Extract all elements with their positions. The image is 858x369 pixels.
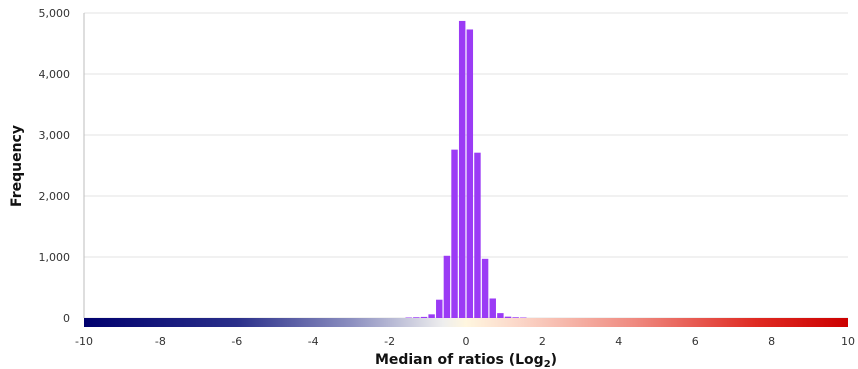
- y-axis-title: Frequency: [9, 125, 25, 207]
- histogram-bar: [458, 20, 466, 319]
- histogram-bar: [405, 317, 412, 319]
- x-tick-label: -8: [155, 335, 166, 348]
- histogram-bar: [436, 299, 443, 318]
- histogram-bar: [489, 298, 496, 318]
- x-tick-label: -4: [308, 335, 319, 348]
- histogram-bar: [420, 316, 428, 318]
- x-tick-label: 8: [768, 335, 775, 348]
- x-tick-label: 0: [463, 335, 470, 348]
- histogram-bar: [413, 317, 420, 319]
- grid-lines: [84, 12, 848, 319]
- x-axis-title: Median of ratios (Log2): [375, 352, 557, 369]
- histogram-bar: [474, 152, 481, 318]
- bars: [405, 20, 527, 319]
- histogram-bar: [520, 317, 527, 319]
- x-axis: -10 -8 -6 -4 -2 0 2 4 6 8 10: [75, 335, 855, 348]
- histogram-bar: [428, 314, 435, 318]
- x-tick-label: -2: [384, 335, 395, 348]
- x-tick-label: -6: [231, 335, 242, 348]
- y-axis: 0 1,000 2,000 3,000 4,000 5,000: [39, 7, 85, 325]
- y-tick-label: 4,000: [39, 68, 71, 81]
- x-axis-title-subscript: 2: [544, 359, 551, 369]
- histogram-bar: [481, 258, 489, 318]
- x-tick-label: 2: [539, 335, 546, 348]
- x-tick-label: 4: [615, 335, 622, 348]
- x-axis-title-suffix: ): [551, 352, 557, 368]
- histogram-bar: [497, 313, 504, 318]
- histogram-bar: [512, 317, 519, 319]
- color-scale-bar: [84, 318, 848, 327]
- y-tick-label: 2,000: [39, 190, 71, 203]
- x-tick-label: 10: [841, 335, 855, 348]
- histogram-bar: [443, 255, 451, 318]
- histogram-bar: [466, 29, 474, 318]
- y-tick-label: 5,000: [39, 7, 71, 20]
- y-tick-label: 0: [63, 312, 70, 325]
- histogram-bar: [451, 149, 458, 318]
- histogram-bar: [504, 316, 512, 318]
- y-tick-label: 3,000: [39, 129, 71, 142]
- y-tick-label: 1,000: [39, 251, 71, 264]
- x-tick-label: 6: [692, 335, 699, 348]
- x-axis-title-main: Median of ratios (Log: [375, 352, 544, 368]
- x-tick-label: -10: [75, 335, 93, 348]
